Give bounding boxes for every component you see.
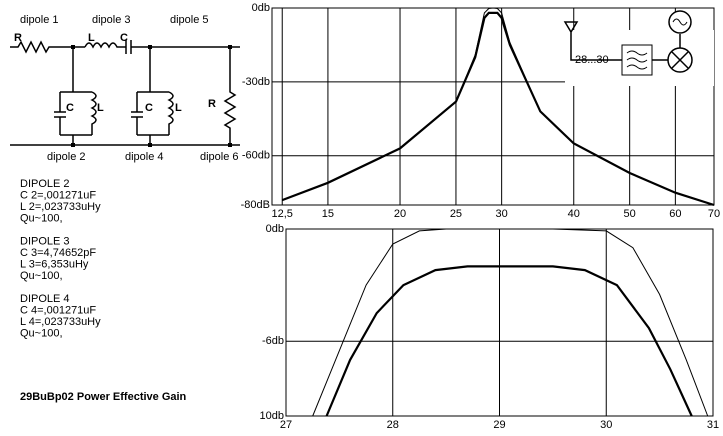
schematic-label: dipole 6: [200, 151, 239, 163]
schematic: [10, 40, 240, 147]
x-tick-label: 31: [707, 419, 719, 431]
note-line: C 4=,001271uF: [20, 304, 96, 316]
x-tick-label: 27: [280, 419, 292, 431]
schematic-label: R: [14, 32, 22, 44]
note-line: Qu~100,: [20, 327, 63, 339]
note-line: L 2=,023733uHy: [20, 201, 101, 213]
schematic-label: dipole 2: [47, 151, 86, 163]
note-line: C 2=,001271uF: [20, 189, 96, 201]
note-line: Qu~100,: [20, 212, 63, 224]
series-line: [312, 228, 709, 417]
x-tick-label: 60: [669, 208, 681, 220]
schematic-label: C: [145, 102, 153, 114]
schematic-label: R: [208, 98, 216, 110]
note-line: DIPOLE 4: [20, 293, 70, 305]
footer: 29BuBp02 Power Effective Gain: [20, 391, 187, 403]
x-tick-label: 28: [387, 419, 399, 431]
schematic-label: dipole 5: [170, 14, 209, 26]
note-line: DIPOLE 2: [20, 178, 70, 190]
x-tick-label: 40: [568, 208, 580, 220]
note-line: Qu~100,: [20, 270, 63, 282]
x-tick-label: 15: [322, 208, 334, 220]
x-tick-label: 12,5: [272, 208, 293, 220]
note-line: DIPOLE 3: [20, 235, 70, 247]
note-line: L 3=6,353uHy: [20, 258, 89, 270]
y-tick-label: -80dB: [241, 199, 270, 211]
x-tick-label: 25: [450, 208, 462, 220]
inset: 28...30: [563, 10, 714, 86]
schematic-label: dipole 3: [92, 14, 131, 26]
y-tick-label: -6db: [262, 335, 284, 347]
schematic-labels: dipole 1 dipole 3 dipole 5 dipole 2 dipole 4…: [14, 14, 239, 163]
series-line: [325, 265, 693, 417]
y-tick-label: -30db: [242, 76, 270, 88]
inset-label: 28...30: [575, 54, 609, 66]
note-line: L 4=,023733uHy: [20, 316, 101, 328]
schematic-label: dipole 4: [125, 151, 164, 163]
y-tick-label: 0db: [252, 2, 270, 14]
schematic-label: L: [97, 102, 104, 114]
x-tick-label: 30: [600, 419, 612, 431]
y-tick-label: 10db: [260, 410, 284, 422]
x-tick-label: 29: [493, 419, 505, 431]
x-tick-label: 30: [496, 208, 508, 220]
x-tick-label: 70: [708, 208, 720, 220]
schematic-label: L: [175, 102, 182, 114]
y-tick-label: 0db: [266, 223, 284, 235]
note-line: C 3=4,74652pF: [20, 247, 96, 259]
x-tick-label: 20: [394, 208, 406, 220]
schematic-label: C: [66, 102, 74, 114]
y-tick-label: -60db: [242, 150, 270, 162]
schematic-label: dipole 1: [20, 14, 59, 26]
schematic-label: C: [120, 32, 128, 44]
x-tick-label: 50: [624, 208, 636, 220]
schematic-label: L: [88, 32, 95, 44]
series-line: [281, 11, 715, 207]
